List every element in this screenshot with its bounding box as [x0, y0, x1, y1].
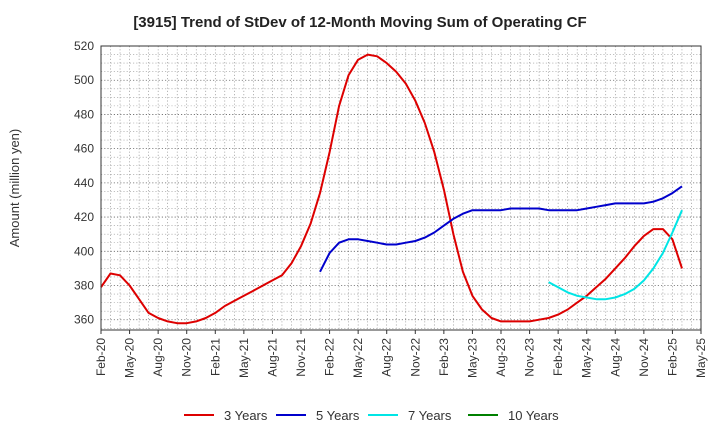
y-tick-label: 480: [74, 107, 94, 121]
x-tick-label: Feb-21: [208, 338, 222, 376]
legend-label-5-years: 5 Years: [316, 408, 360, 423]
y-tick-label: 380: [74, 279, 94, 293]
x-tick-label: Feb-23: [437, 338, 451, 376]
x-tick-label: May-21: [237, 338, 251, 378]
chart-title: [3915] Trend of StDev of 12-Month Moving…: [133, 14, 587, 31]
legend: 3 Years 5 Years 7 Years 10 Years: [184, 408, 559, 423]
x-tick-label: Nov-24: [637, 338, 651, 377]
x-tick-label: Aug-21: [265, 338, 279, 377]
x-tick-label: Nov-20: [180, 338, 194, 377]
legend-label-3-years: 3 Years: [224, 408, 268, 423]
grid: [100, 45, 702, 330]
x-tick-label: May-24: [580, 338, 594, 378]
x-tick-label: Nov-23: [523, 338, 537, 377]
series-line-7-years: [548, 209, 683, 301]
y-tick-label: 400: [74, 244, 94, 258]
y-tick-label: 420: [74, 210, 94, 224]
x-tick-label: Feb-25: [665, 338, 679, 376]
series-lines: [100, 53, 683, 325]
x-tick-label: Aug-22: [380, 338, 394, 377]
x-tick-label: Aug-24: [608, 338, 622, 377]
x-tick-label: May-25: [694, 338, 708, 378]
series-line-5-years: [319, 185, 683, 273]
x-tick-label: May-23: [465, 338, 479, 378]
x-tick-label: Nov-22: [408, 338, 422, 377]
x-tick-label: May-20: [123, 338, 137, 378]
legend-label-10-years: 10 Years: [508, 408, 559, 423]
y-tick-label: 500: [74, 73, 94, 87]
x-tick-label: Feb-24: [551, 338, 565, 376]
y-tick-label: 440: [74, 176, 94, 190]
x-tick-label: Feb-20: [94, 338, 108, 376]
axes: 360 380 400 420 440 460 480 500 520 Feb-20 May-20 A…: [7, 39, 708, 378]
x-tick-label: Feb-22: [323, 338, 337, 376]
plot-frame: [100, 45, 702, 331]
y-tick-label: 360: [74, 313, 94, 327]
y-tick-label: 460: [74, 142, 94, 156]
legend-label-7-years: 7 Years: [408, 408, 452, 423]
x-tick-label: Aug-23: [494, 338, 508, 377]
y-tick-label: 520: [74, 39, 94, 53]
x-tick-label: Nov-21: [294, 338, 308, 377]
x-tick-label: May-22: [351, 338, 365, 378]
y-axis-title: Amount (million yen): [7, 129, 22, 248]
series-line-3-years: [100, 53, 683, 325]
x-tick-label: Aug-20: [151, 338, 165, 377]
